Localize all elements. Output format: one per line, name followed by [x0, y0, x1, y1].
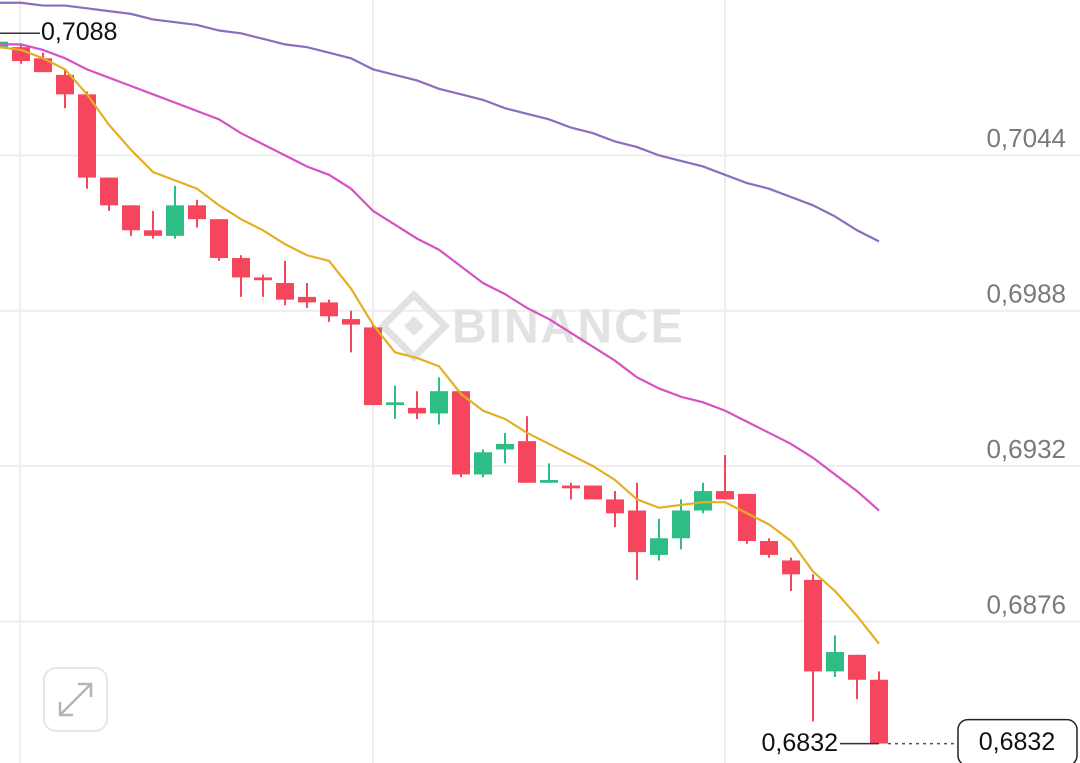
logo-center [404, 316, 424, 336]
watermark: BINANCE [377, 289, 685, 363]
candle-body [848, 654, 866, 680]
moving-average-line [0, 43, 880, 512]
candle-body [672, 510, 690, 539]
candle-body [254, 277, 272, 281]
candle-body [342, 319, 360, 325]
high-label: 0,7088 [41, 18, 117, 46]
candle-body [650, 538, 668, 555]
expand-icon[interactable] [58, 682, 93, 717]
last-price-box [957, 718, 1078, 763]
candle-body [210, 219, 228, 259]
labels: 0,7044 0,6988 0,6932 0,6876 0,7088 0,6832 0,68… [0, 18, 1078, 763]
candle-body [738, 493, 756, 542]
low-label: 0,6832 [762, 729, 838, 757]
candle-body [496, 443, 514, 450]
candle-body [452, 391, 470, 475]
candle-body [562, 485, 580, 489]
candle-body [606, 499, 624, 514]
candle-body [540, 479, 558, 483]
logo-diamond [377, 289, 451, 363]
candle-body [144, 230, 162, 236]
candle-body [386, 402, 404, 406]
candle-body [100, 177, 118, 206]
candle-body [276, 283, 294, 300]
y-tick-label: 0,6932 [986, 434, 1066, 464]
candle-body [716, 491, 734, 500]
candle-body [782, 560, 800, 575]
candle-body [474, 452, 492, 475]
candle-body [166, 205, 184, 236]
candle-body [320, 302, 338, 317]
candle-body [232, 258, 250, 278]
candle-body [518, 441, 536, 483]
candle-body [826, 652, 844, 672]
expand-button[interactable] [43, 667, 108, 732]
watermark-text: BINANCE [452, 301, 685, 354]
candle-body [804, 579, 822, 672]
candle-body [364, 327, 382, 406]
candle-body [122, 205, 140, 231]
candle-body [628, 510, 646, 553]
candle-body [760, 541, 778, 555]
candle-body [298, 296, 316, 303]
moving-average-line [0, 1, 880, 243]
moving-average-line [0, 46, 880, 645]
y-tick-label: 0,7044 [986, 123, 1066, 153]
candle-body [430, 391, 448, 414]
candle-body [870, 679, 888, 744]
candle-body [694, 491, 712, 511]
candle-body [56, 74, 74, 95]
candle-body [408, 407, 426, 414]
last-price-label: 0,6832 [979, 728, 1055, 756]
grid [0, 154, 1080, 623]
y-tick-label: 0,6988 [986, 279, 1066, 309]
plot-area [0, 1, 888, 744]
candle-body [584, 485, 602, 500]
candle-body [188, 205, 206, 220]
watermark-logo [377, 289, 451, 363]
candle-body [78, 94, 96, 178]
y-tick-label: 0,6876 [986, 589, 1066, 619]
